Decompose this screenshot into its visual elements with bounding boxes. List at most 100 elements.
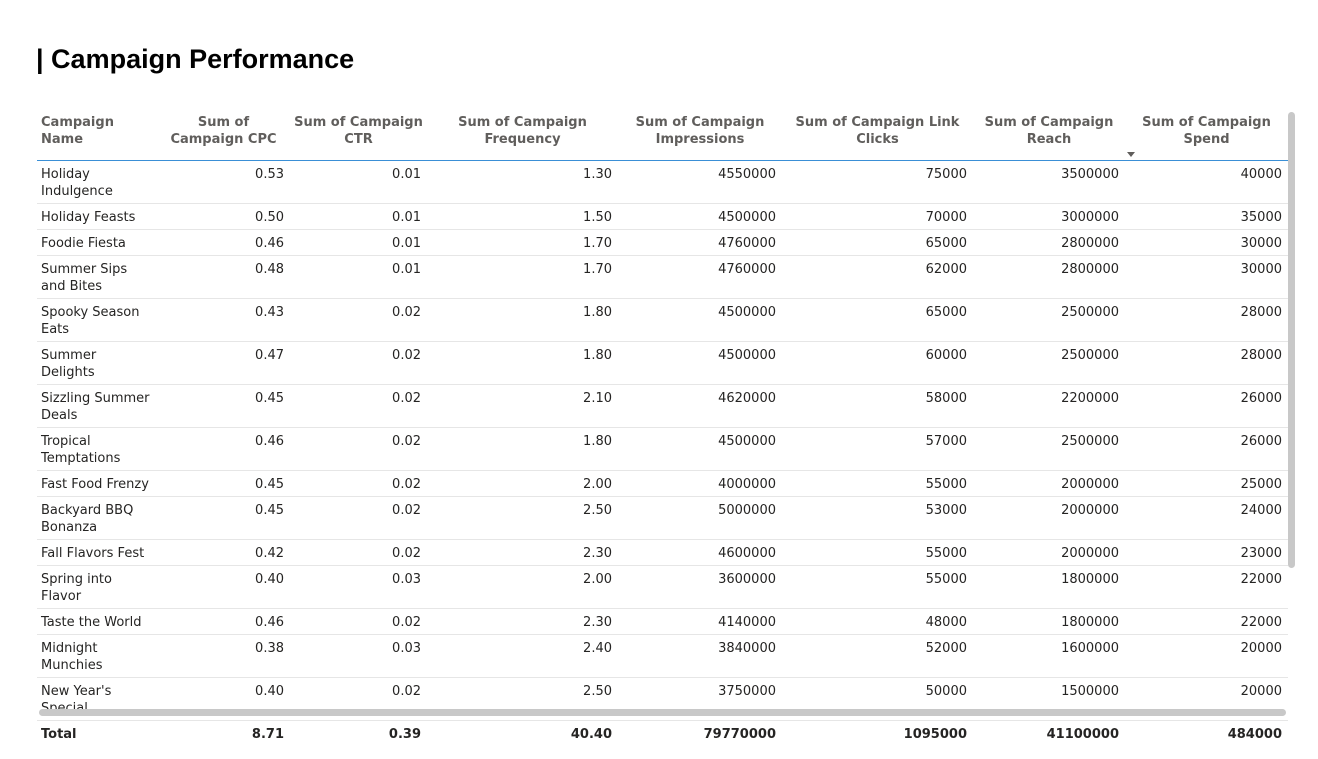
value-cell: 1.80 (427, 341, 618, 385)
sort-descending-icon[interactable] (1127, 152, 1135, 157)
column-header-spend-label: Sum of Campaign Spend (1142, 115, 1271, 147)
value-cell: 2500000 (973, 427, 1125, 471)
campaign-name-cell: Fall Flavors Fest (37, 539, 157, 566)
value-cell: 0.01 (290, 203, 427, 230)
value-cell: 0.42 (157, 539, 290, 566)
value-cell: 4550000 (618, 160, 782, 204)
table-row[interactable]: Foodie Fiesta 0.46 0.01 1.70 4760000 65000 280… (37, 229, 1288, 256)
value-cell: 0.46 (157, 608, 290, 635)
table-row[interactable]: Spooky Season Eats 0.43 0.02 1.80 4500000 650… (37, 298, 1288, 342)
value-cell: 2500000 (973, 298, 1125, 342)
value-cell: 28000 (1125, 298, 1288, 342)
total-cell: 79770000 (703, 727, 776, 742)
horizontal-scrollbar[interactable] (39, 709, 1286, 716)
column-header-cpc[interactable]: Sum of Campaign CPC (170, 115, 277, 147)
column-header-spend[interactable]: Sum of Campaign Spend (1125, 108, 1288, 161)
value-cell: 0.03 (290, 634, 427, 678)
value-cell: 75000 (782, 160, 973, 204)
value-cell: 24000 (1125, 496, 1288, 540)
value-cell: 0.01 (290, 229, 427, 256)
column-header-impressions[interactable]: Sum of Campaign Impressions (635, 115, 765, 147)
table-row[interactable]: Summer Delights 0.47 0.02 1.80 4500000 60000 2… (37, 341, 1288, 385)
campaign-name-cell: Spring into Flavor (37, 565, 157, 609)
value-cell: 0.40 (157, 565, 290, 609)
total-cell: 40.40 (570, 727, 612, 742)
value-cell: 4620000 (618, 384, 782, 428)
table-row[interactable]: Backyard BBQ Bonanza 0.45 0.02 2.50 5000000 5… (37, 496, 1288, 540)
value-cell: 0.38 (157, 634, 290, 678)
value-cell: 5000000 (618, 496, 782, 540)
value-cell: 0.45 (157, 470, 290, 497)
total-row: Total 8.71 0.39 40.40 79770000 1095000 4… (37, 720, 1288, 747)
value-cell: 2200000 (973, 384, 1125, 428)
campaign-name-cell: Holiday Feasts (37, 203, 157, 230)
value-cell: 0.45 (157, 496, 290, 540)
table-row[interactable]: Fast Food Frenzy 0.45 0.02 2.00 4000000 55000… (37, 470, 1288, 497)
campaign-name-cell: Holiday Indulgence (37, 160, 157, 204)
value-cell: 4760000 (618, 229, 782, 256)
value-cell: 0.02 (290, 427, 427, 471)
value-cell: 2500000 (973, 341, 1125, 385)
value-cell: 1.80 (427, 298, 618, 342)
value-cell: 55000 (782, 565, 973, 609)
column-header-frequency[interactable]: Sum of Campaign Frequency (458, 115, 587, 147)
total-cell: 0.39 (388, 727, 421, 742)
column-header-reach[interactable]: Sum of Campaign Reach (984, 115, 1114, 147)
value-cell: 4760000 (618, 255, 782, 299)
page-title: | Campaign Performance (36, 44, 355, 74)
table-row[interactable]: Holiday Indulgence 0.53 0.01 1.30 4550000 750… (37, 160, 1288, 204)
value-cell: 1.70 (427, 229, 618, 256)
value-cell: 25000 (1125, 470, 1288, 497)
value-cell: 1600000 (973, 634, 1125, 678)
value-cell: 0.45 (157, 384, 290, 428)
total-cell: 41100000 (1046, 727, 1119, 742)
table-row[interactable]: Tropical Temptations 0.46 0.02 1.80 4500000 5… (37, 427, 1288, 471)
value-cell: 0.02 (290, 384, 427, 428)
campaign-name-cell: Sizzling Summer Deals (37, 384, 157, 428)
table-row[interactable]: Taste the World 0.46 0.02 2.30 4140000 48000 1… (37, 608, 1288, 635)
value-cell: 2000000 (973, 470, 1125, 497)
table-row[interactable]: Summer Sips and Bites 0.48 0.01 1.70 4760000… (37, 255, 1288, 299)
value-cell: 0.02 (290, 341, 427, 385)
table-row[interactable]: Spring into Flavor 0.40 0.03 2.00 3600000 550… (37, 565, 1288, 609)
value-cell: 3500000 (973, 160, 1125, 204)
value-cell: 3600000 (618, 565, 782, 609)
campaign-name-cell: Fast Food Frenzy (37, 470, 157, 497)
value-cell: 1.50 (427, 203, 618, 230)
value-cell: 65000 (782, 229, 973, 256)
value-cell: 22000 (1125, 565, 1288, 609)
campaign-name-cell: Summer Sips and Bites (37, 255, 157, 299)
value-cell: 3000000 (973, 203, 1125, 230)
total-cell: 484000 (1227, 727, 1282, 742)
vertical-scrollbar[interactable] (1288, 112, 1295, 568)
value-cell: 0.48 (157, 255, 290, 299)
value-cell: 2.30 (427, 539, 618, 566)
value-cell: 4500000 (618, 341, 782, 385)
data-table: Campaign Name Sum of Campaign CPC Sum of… (37, 108, 1288, 746)
value-cell: 20000 (1125, 634, 1288, 678)
table-row[interactable]: Sizzling Summer Deals 0.45 0.02 2.10 4620000… (37, 384, 1288, 428)
campaign-name-cell: Spooky Season Eats (37, 298, 157, 342)
value-cell: 35000 (1125, 203, 1288, 230)
table-row[interactable]: Holiday Feasts 0.50 0.01 1.50 4500000 70000 30… (37, 203, 1288, 230)
value-cell: 2.00 (427, 470, 618, 497)
value-cell: 0.01 (290, 160, 427, 204)
table-row[interactable]: Midnight Munchies 0.38 0.03 2.40 3840000 5200… (37, 634, 1288, 678)
campaign-table: Campaign Name Sum of Campaign CPC Sum of… (37, 108, 1288, 746)
column-header-campaign-name[interactable]: Campaign Name (41, 115, 114, 147)
value-cell: 60000 (782, 341, 973, 385)
value-cell: 65000 (782, 298, 973, 342)
value-cell: 0.02 (290, 470, 427, 497)
value-cell: 26000 (1125, 427, 1288, 471)
table-row[interactable]: Fall Flavors Fest 0.42 0.02 2.30 4600000 5500… (37, 539, 1288, 566)
value-cell: 2.50 (427, 496, 618, 540)
value-cell: 4000000 (618, 470, 782, 497)
value-cell: 0.50 (157, 203, 290, 230)
value-cell: 53000 (782, 496, 973, 540)
value-cell: 57000 (782, 427, 973, 471)
column-header-link-clicks[interactable]: Sum of Campaign Link Clicks (795, 115, 960, 147)
column-header-ctr[interactable]: Sum of Campaign CTR (294, 115, 423, 147)
value-cell: 1800000 (973, 565, 1125, 609)
value-cell: 55000 (782, 470, 973, 497)
campaign-name-cell: Midnight Munchies (37, 634, 157, 678)
